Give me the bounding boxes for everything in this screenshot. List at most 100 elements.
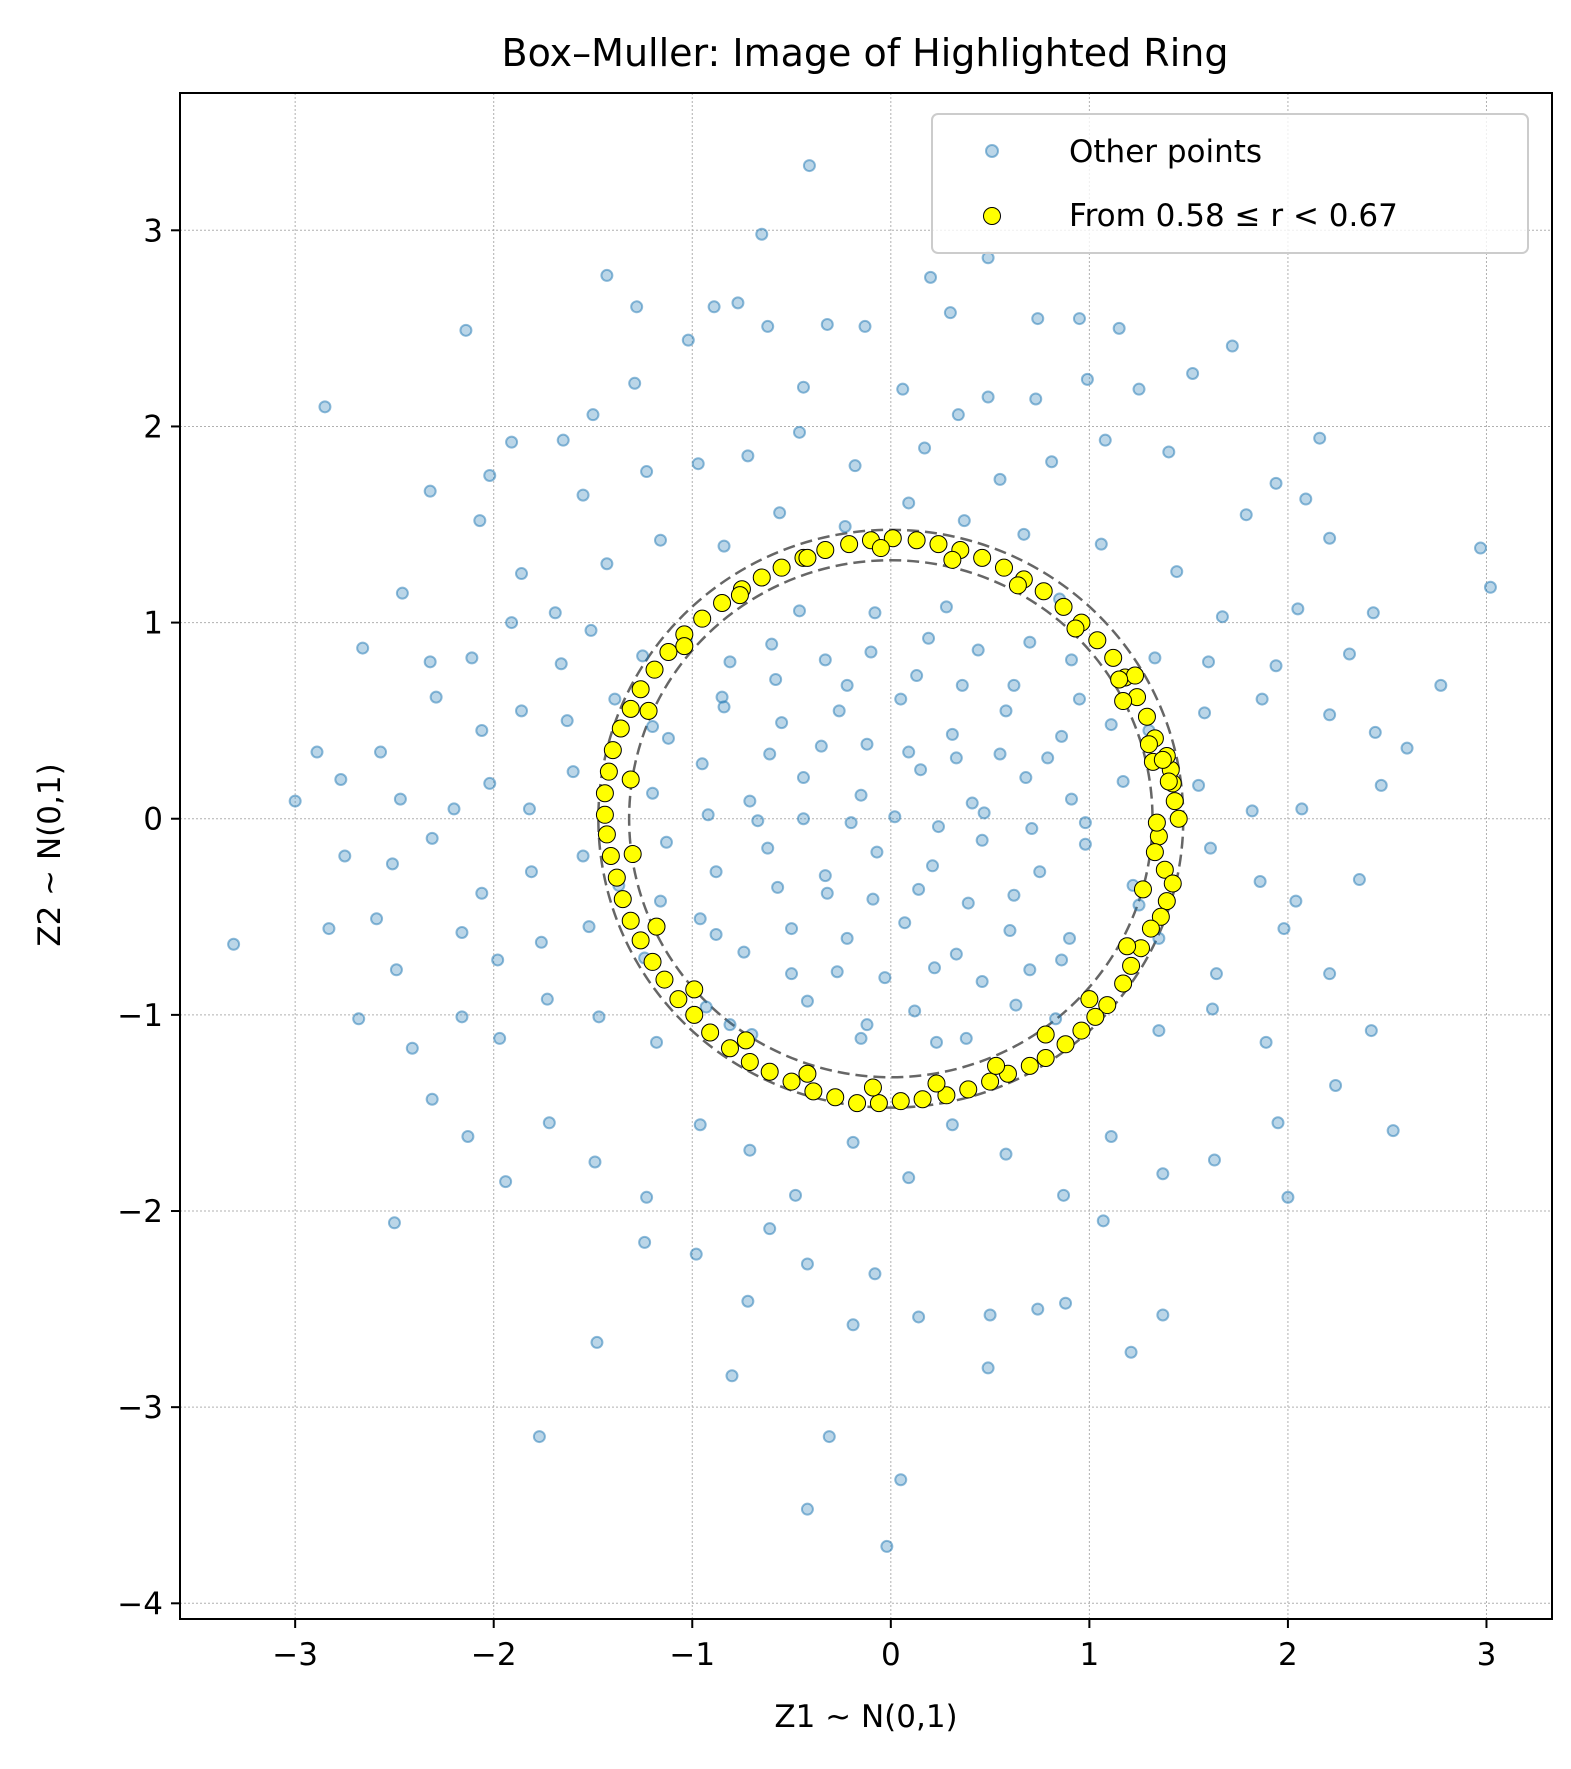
- other-point: [1374, 778, 1388, 792]
- other-point: [493, 1031, 507, 1045]
- other-point: [1202, 655, 1216, 669]
- ring-point: [1104, 648, 1123, 667]
- other-point: [741, 449, 755, 463]
- other-point: [902, 496, 916, 510]
- other-point: [1400, 741, 1414, 755]
- other-point: [737, 945, 751, 959]
- other-point: [955, 678, 969, 692]
- other-point: [505, 435, 519, 449]
- other-point: [534, 935, 548, 949]
- other-point: [560, 714, 574, 728]
- ring-point: [621, 911, 640, 930]
- ring-point: [883, 529, 902, 548]
- ring-point: [621, 770, 640, 789]
- other-point: [515, 704, 529, 718]
- ring-point: [595, 805, 614, 824]
- y-tick-label: −4: [117, 1586, 163, 1622]
- other-point: [910, 669, 924, 683]
- other-point: [898, 916, 912, 930]
- other-point: [227, 937, 241, 951]
- other-point: [1259, 1035, 1273, 1049]
- ring-point: [736, 1031, 755, 1050]
- other-point: [981, 390, 995, 404]
- legend-marker-other-points: [985, 144, 999, 158]
- ring-point: [973, 548, 992, 567]
- ring-point: [981, 1072, 1000, 1091]
- other-point: [796, 812, 810, 826]
- other-point: [870, 845, 884, 859]
- other-point: [1049, 1012, 1063, 1026]
- other-point: [1132, 898, 1146, 912]
- other-point: [1063, 931, 1077, 945]
- ring-point: [1114, 974, 1133, 993]
- ring-point: [1126, 666, 1145, 685]
- other-point: [1198, 706, 1212, 720]
- ring-point: [1159, 772, 1178, 791]
- legend-label-other-points: Other points: [1069, 134, 1262, 170]
- ring-point: [740, 1052, 759, 1071]
- ring-point: [937, 1086, 956, 1105]
- other-point: [961, 896, 975, 910]
- other-point: [1245, 804, 1259, 818]
- ring-point: [1110, 670, 1129, 689]
- other-point: [483, 776, 497, 790]
- other-point: [515, 567, 529, 581]
- other-point: [630, 300, 644, 314]
- other-point: [1205, 1002, 1219, 1016]
- other-point: [1116, 774, 1130, 788]
- other-point: [310, 745, 324, 759]
- other-point: [600, 268, 614, 282]
- other-point: [802, 159, 816, 173]
- ring-point: [659, 643, 678, 662]
- other-point: [981, 1361, 995, 1375]
- other-point: [999, 1147, 1013, 1161]
- plot-frame: [179, 92, 1553, 1620]
- other-point: [588, 1155, 602, 1169]
- other-point: [1057, 1188, 1071, 1202]
- other-point: [522, 802, 536, 816]
- other-point: [465, 651, 479, 665]
- other-point: [475, 886, 489, 900]
- other-point: [731, 296, 745, 310]
- other-point: [628, 376, 642, 390]
- ring-point: [891, 1092, 910, 1111]
- ring-point: [685, 1005, 704, 1024]
- legend-label-ring-points: From 0.58 ≤ r < 0.67: [1069, 198, 1398, 234]
- ring-point: [959, 1080, 978, 1099]
- ring-point: [1163, 874, 1182, 893]
- other-point: [854, 1031, 868, 1045]
- other-point: [650, 1035, 664, 1049]
- other-point: [646, 720, 660, 734]
- other-point: [761, 841, 775, 855]
- other-point: [1104, 718, 1118, 732]
- other-point: [1313, 431, 1327, 445]
- other-point: [499, 1175, 513, 1189]
- other-point: [1299, 492, 1313, 506]
- other-point: [459, 323, 473, 337]
- other-point: [854, 788, 868, 802]
- other-point: [395, 586, 409, 600]
- y-tick-label: 0: [143, 802, 163, 838]
- other-point: [699, 1000, 713, 1014]
- other-point: [701, 808, 715, 822]
- other-point: [918, 441, 932, 455]
- plot-area: [180, 93, 1552, 1619]
- other-point: [423, 484, 437, 498]
- other-point: [789, 1188, 803, 1202]
- ring-point: [1066, 619, 1085, 638]
- other-point: [1104, 1129, 1118, 1143]
- other-point: [796, 380, 810, 394]
- other-point: [792, 604, 806, 618]
- ring-point: [675, 637, 694, 656]
- other-point: [1239, 508, 1253, 522]
- other-point: [792, 425, 806, 439]
- x-tick-label: 2: [1278, 1637, 1298, 1673]
- ring-point: [1036, 1025, 1055, 1044]
- other-point: [723, 1018, 737, 1032]
- other-point: [1277, 922, 1291, 936]
- ring-point: [798, 548, 817, 567]
- other-point: [1031, 1302, 1045, 1316]
- ring-point: [1145, 843, 1164, 862]
- ring-point: [623, 845, 642, 864]
